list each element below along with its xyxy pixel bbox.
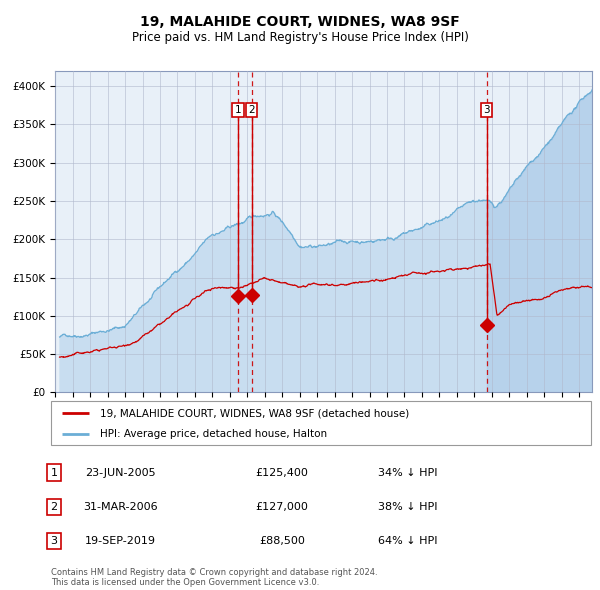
- Text: 23-JUN-2005: 23-JUN-2005: [85, 468, 155, 477]
- Text: 31-MAR-2006: 31-MAR-2006: [83, 502, 157, 512]
- Text: 34% ↓ HPI: 34% ↓ HPI: [378, 468, 438, 477]
- Text: Contains HM Land Registry data © Crown copyright and database right 2024.
This d: Contains HM Land Registry data © Crown c…: [51, 568, 377, 587]
- FancyBboxPatch shape: [51, 401, 591, 445]
- Text: £127,000: £127,000: [256, 502, 308, 512]
- Text: 64% ↓ HPI: 64% ↓ HPI: [378, 536, 438, 546]
- Text: 3: 3: [484, 105, 490, 115]
- Text: 38% ↓ HPI: 38% ↓ HPI: [378, 502, 438, 512]
- Text: 2: 2: [50, 502, 58, 512]
- Text: £88,500: £88,500: [259, 536, 305, 546]
- Text: 1: 1: [50, 468, 58, 477]
- Text: Price paid vs. HM Land Registry's House Price Index (HPI): Price paid vs. HM Land Registry's House …: [131, 31, 469, 44]
- Text: £125,400: £125,400: [256, 468, 308, 477]
- Text: 19-SEP-2019: 19-SEP-2019: [85, 536, 155, 546]
- Text: 1: 1: [235, 105, 241, 115]
- Text: HPI: Average price, detached house, Halton: HPI: Average price, detached house, Halt…: [100, 428, 327, 438]
- Text: 19, MALAHIDE COURT, WIDNES, WA8 9SF: 19, MALAHIDE COURT, WIDNES, WA8 9SF: [140, 15, 460, 29]
- Text: 3: 3: [50, 536, 58, 546]
- Text: 2: 2: [248, 105, 255, 115]
- Text: 19, MALAHIDE COURT, WIDNES, WA8 9SF (detached house): 19, MALAHIDE COURT, WIDNES, WA8 9SF (det…: [100, 408, 409, 418]
